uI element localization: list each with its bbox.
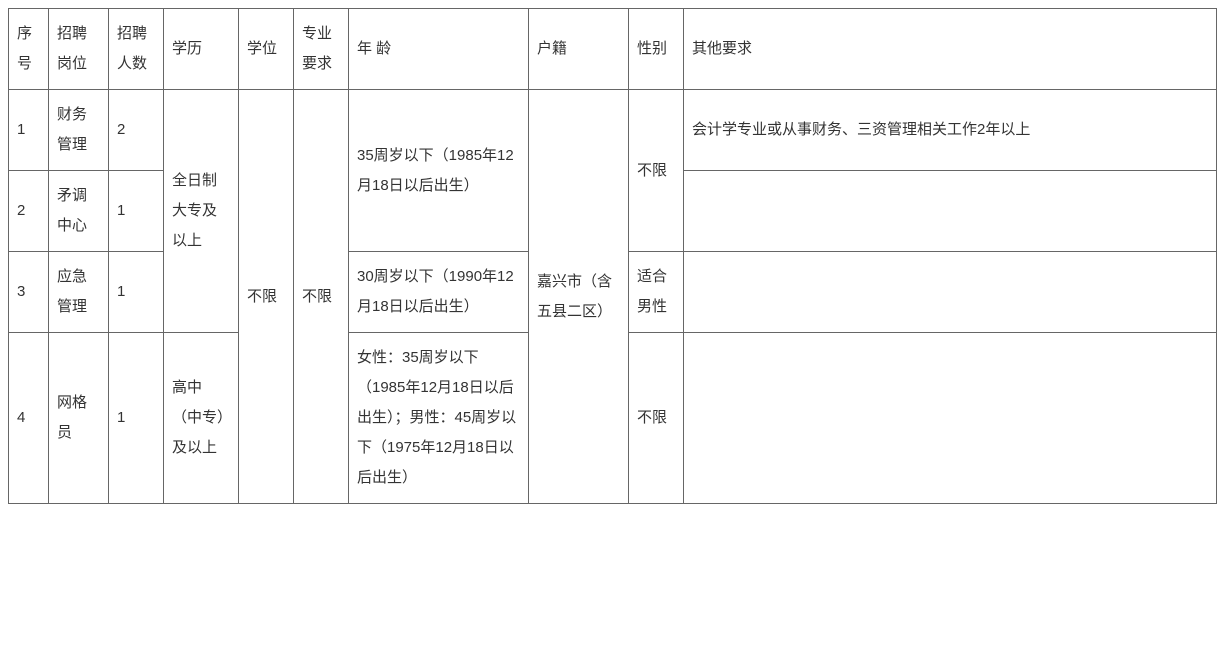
cell-pos: 应急管理 [49,252,109,333]
header-seq: 序号 [9,9,49,90]
cell-degree-all: 不限 [239,90,294,504]
cell-major-all: 不限 [294,90,349,504]
table-row: 1 财务管理 2 全日制大专及以上 不限 不限 35周岁以下（1985年12月1… [9,90,1217,171]
cell-other [684,333,1217,504]
cell-location-all: 嘉兴市（含五县二区） [529,90,629,504]
cell-count: 2 [109,90,164,171]
cell-age-mixed: 女性：35周岁以下（1985年12月18日以后出生）；男性：45周岁以下（197… [349,333,529,504]
header-count: 招聘人数 [109,9,164,90]
recruitment-table: 序号 招聘岗位 招聘人数 学历 学位 专业要求 年 龄 户籍 性别 其他要求 1… [8,8,1217,504]
cell-seq: 3 [9,252,49,333]
cell-pos: 财务管理 [49,90,109,171]
cell-age-35: 35周岁以下（1985年12月18日以后出生） [349,90,529,252]
cell-edu-group2: 高中（中专）及以上 [164,333,239,504]
cell-other: 会计学专业或从事财务、三资管理相关工作2年以上 [684,90,1217,171]
cell-sex-male: 适合男性 [629,252,684,333]
cell-pos: 矛调中心 [49,171,109,252]
header-sex: 性别 [629,9,684,90]
header-major: 专业要求 [294,9,349,90]
cell-sex-none-2: 不限 [629,333,684,504]
cell-count: 1 [109,252,164,333]
header-pos: 招聘岗位 [49,9,109,90]
cell-other [684,252,1217,333]
cell-count: 1 [109,333,164,504]
header-other: 其他要求 [684,9,1217,90]
cell-seq: 2 [9,171,49,252]
cell-sex-none-1: 不限 [629,90,684,252]
header-deg: 学位 [239,9,294,90]
header-loc: 户籍 [529,9,629,90]
table-header-row: 序号 招聘岗位 招聘人数 学历 学位 专业要求 年 龄 户籍 性别 其他要求 [9,9,1217,90]
cell-edu-group1: 全日制大专及以上 [164,90,239,333]
cell-age-30: 30周岁以下（1990年12月18日以后出生） [349,252,529,333]
cell-seq: 4 [9,333,49,504]
header-edu: 学历 [164,9,239,90]
header-age: 年 龄 [349,9,529,90]
cell-pos: 网格员 [49,333,109,504]
cell-other [684,171,1217,252]
cell-seq: 1 [9,90,49,171]
cell-count: 1 [109,171,164,252]
